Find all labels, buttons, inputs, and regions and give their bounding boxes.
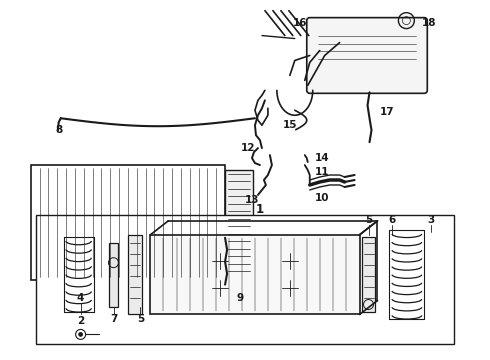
Bar	[150, 235, 360, 315]
Text: 11: 11	[315, 167, 329, 177]
Text: 9: 9	[237, 293, 244, 302]
Text: 10: 10	[315, 193, 329, 203]
Text: 1: 1	[256, 203, 264, 216]
Bar	[128, 235, 143, 315]
Text: 7: 7	[110, 314, 117, 324]
Text: 6: 6	[389, 215, 396, 225]
Text: 13: 13	[245, 195, 259, 205]
Circle shape	[78, 332, 83, 336]
Text: 3: 3	[428, 215, 435, 225]
Bar	[36, 215, 454, 345]
Bar	[225, 170, 253, 275]
Bar	[108, 243, 119, 306]
Text: 12: 12	[241, 143, 255, 153]
Text: 8: 8	[55, 125, 62, 135]
Text: 4: 4	[77, 293, 84, 302]
Text: 14: 14	[315, 153, 329, 163]
Text: 5: 5	[365, 215, 372, 225]
Bar	[362, 237, 375, 312]
FancyBboxPatch shape	[307, 18, 427, 93]
Text: 17: 17	[380, 107, 395, 117]
Text: 2: 2	[77, 316, 84, 327]
Text: 5: 5	[137, 314, 144, 324]
Text: 18: 18	[422, 18, 437, 28]
Text: 16: 16	[293, 18, 307, 28]
Text: 15: 15	[283, 120, 297, 130]
Bar	[31, 165, 225, 280]
